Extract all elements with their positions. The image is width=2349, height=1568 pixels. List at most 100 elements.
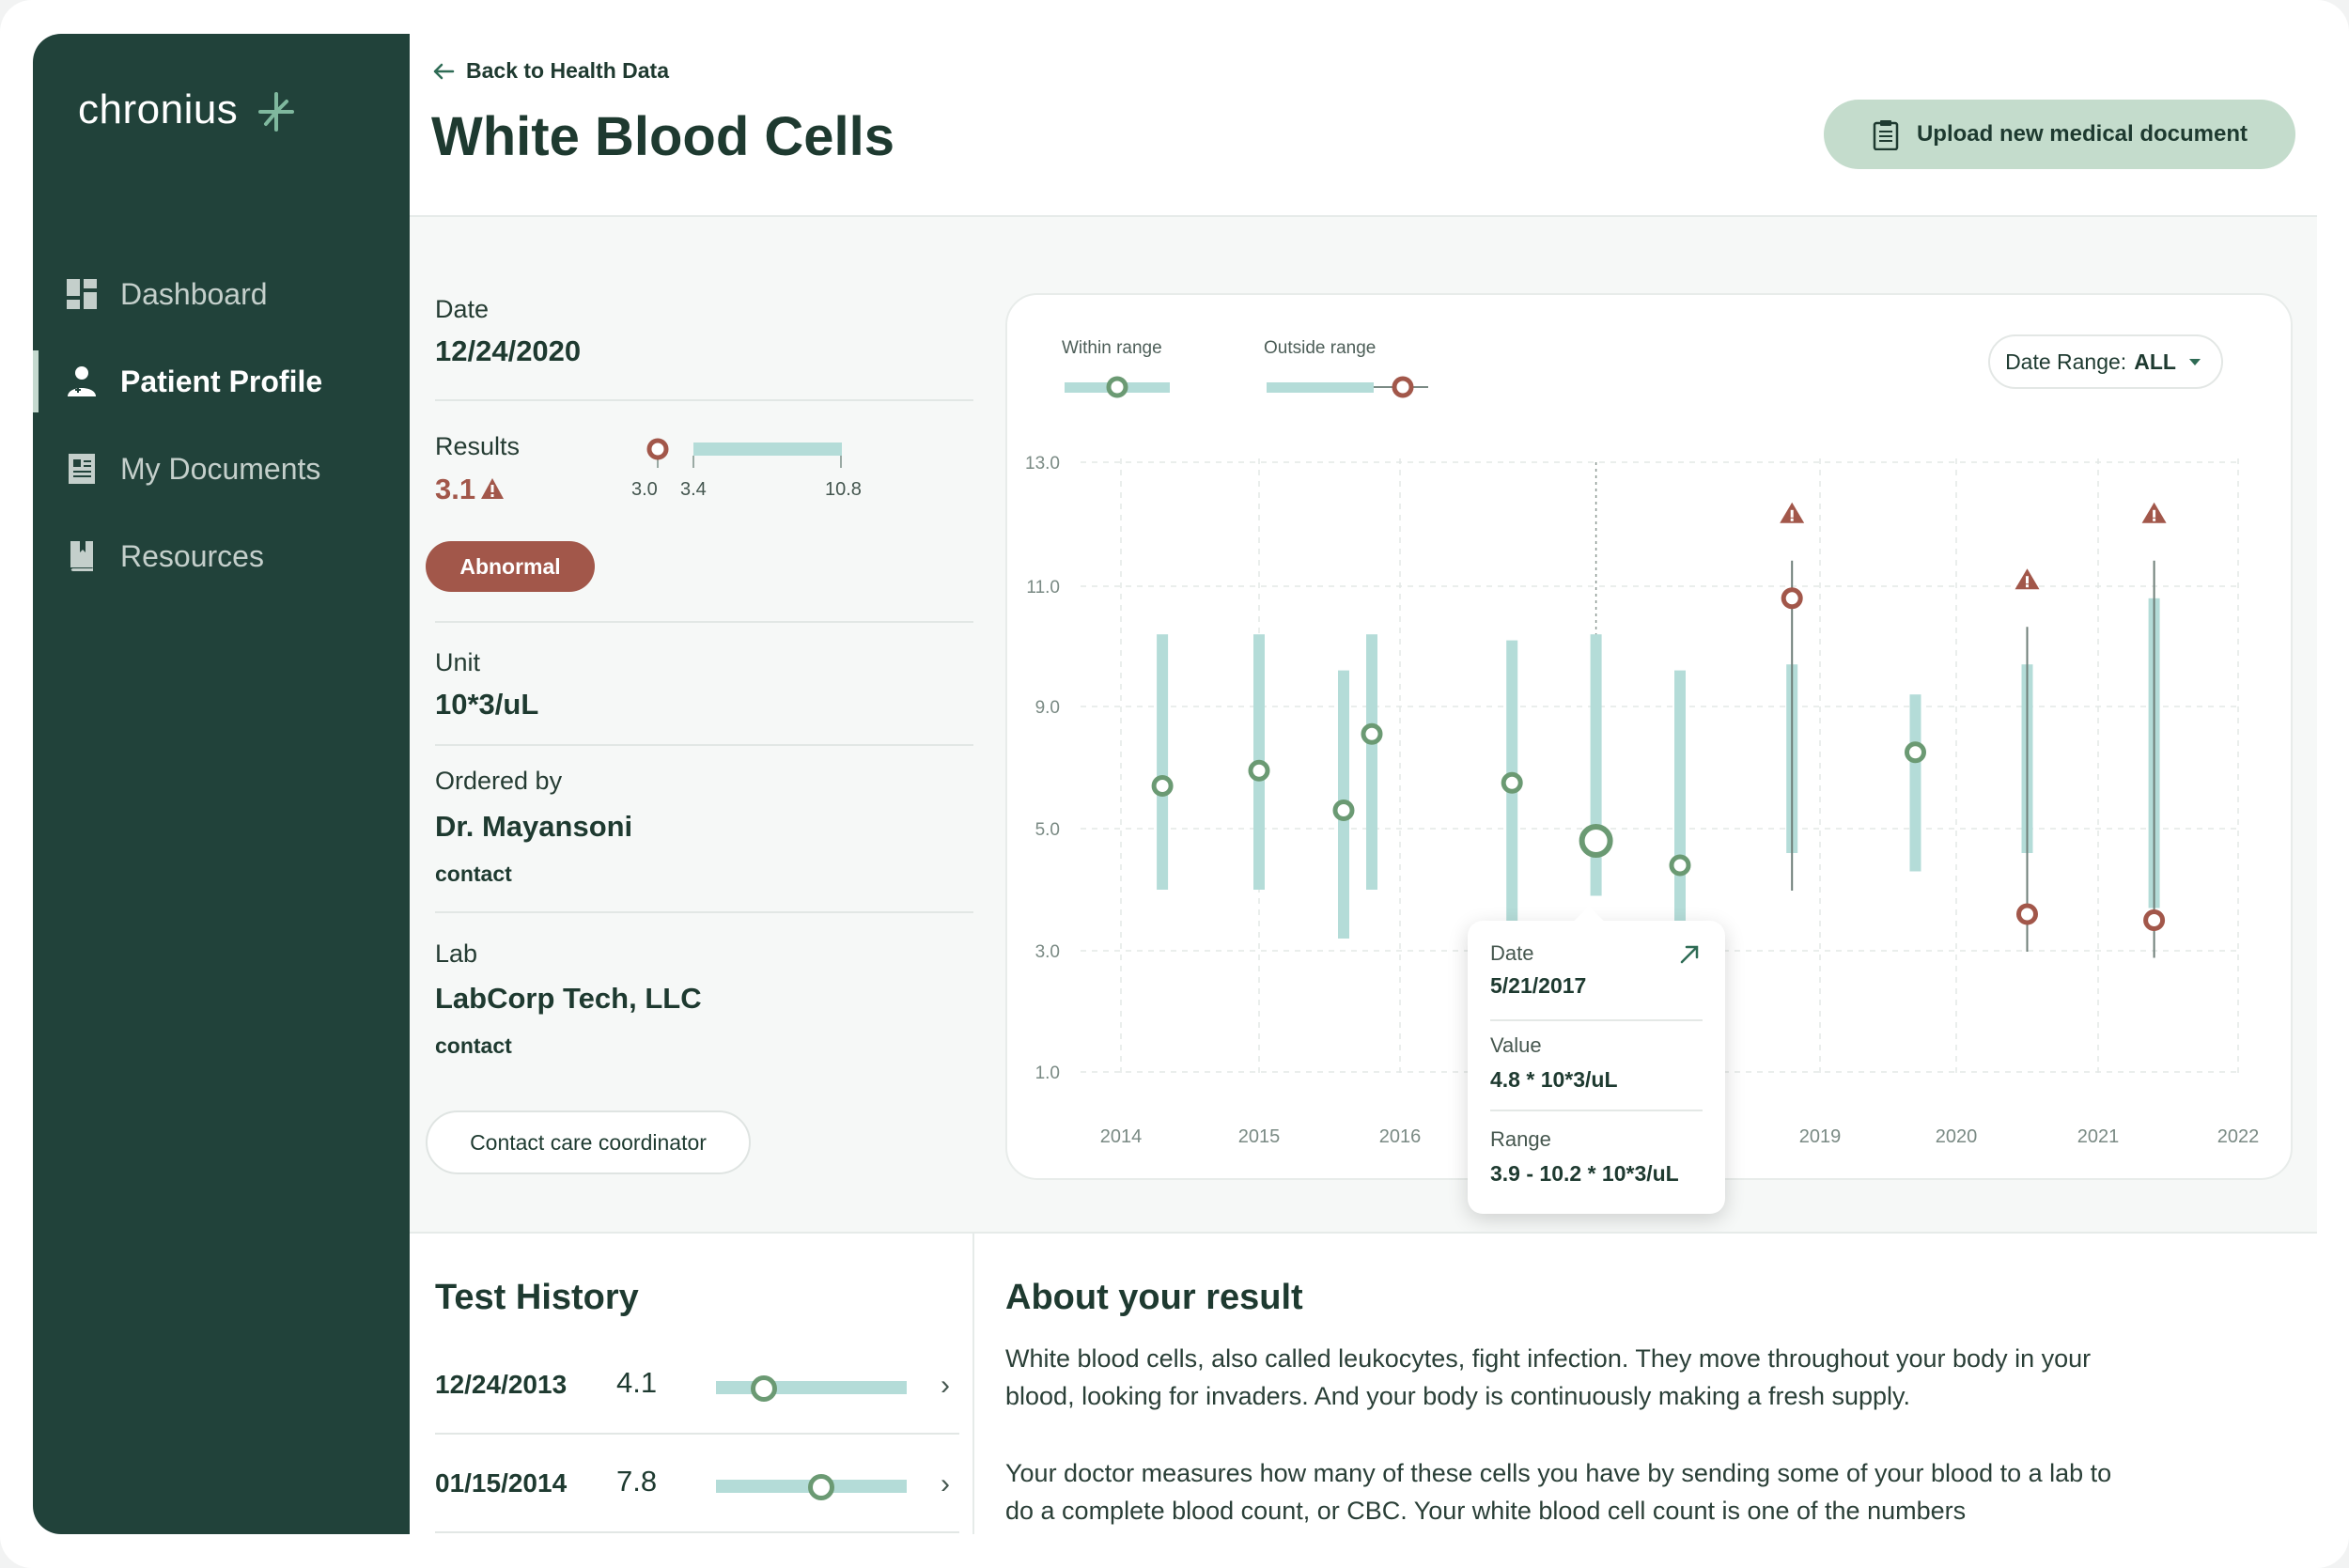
data-point bbox=[1332, 800, 1355, 821]
sidebar-item-label: Resources bbox=[120, 538, 264, 573]
about-section bbox=[974, 1234, 2317, 1534]
about-paragraph: White blood cells, also called leukocyte… bbox=[1005, 1344, 2092, 1410]
range-chart: 13.0 11.0 9.0 5.0 3.0 1.0 2014 2015 2016 2019 2020… bbox=[1025, 454, 2259, 1147]
history-date: 12/24/2013 bbox=[435, 1370, 568, 1399]
legend-outside-dot bbox=[1392, 376, 1414, 398]
legend-swatches bbox=[1065, 376, 1428, 398]
y-tick-label: 5.0 bbox=[1035, 820, 1060, 840]
sidebar-item-dashboard[interactable]: Dashboard bbox=[33, 257, 410, 331]
dashboard-grid-icon bbox=[67, 279, 97, 309]
chevron-right-icon: › bbox=[941, 1370, 950, 1401]
range-bar bbox=[1674, 670, 1686, 945]
history-row[interactable]: 12/24/2013 4.1 › bbox=[435, 1353, 959, 1424]
sidebar: chronius Dashboard Patient Profile bbox=[33, 34, 410, 1534]
divider bbox=[435, 744, 973, 746]
range-bar bbox=[1366, 634, 1377, 890]
section-vertical-divider bbox=[972, 1234, 974, 1534]
tooltip-range-value: 3.9 - 10.2 * 10*3/uL bbox=[1490, 1161, 1679, 1186]
date-range-value: ALL bbox=[2134, 349, 2176, 374]
warning-icon bbox=[481, 478, 504, 499]
y-tick-label: 9.0 bbox=[1035, 698, 1060, 718]
ordered-by-value: Dr. Mayansoni bbox=[435, 810, 633, 843]
date-value: 12/24/2020 bbox=[435, 334, 582, 367]
external-link-icon[interactable] bbox=[1678, 943, 1701, 966]
data-point bbox=[1669, 854, 1691, 877]
y-tick-label: 3.0 bbox=[1035, 942, 1060, 962]
section-divider bbox=[410, 1232, 2317, 1234]
about-paragraph: Your doctor measures how many of these c… bbox=[1005, 1459, 2112, 1525]
history-value: 7.8 bbox=[616, 1465, 658, 1498]
history-row[interactable]: 01/15/2014 7.8 › bbox=[435, 1452, 959, 1523]
range-bar bbox=[1506, 640, 1518, 951]
data-point bbox=[1248, 759, 1270, 782]
scale-high-label: 10.8 bbox=[825, 479, 862, 500]
divider bbox=[435, 399, 973, 401]
lab-label: Lab bbox=[435, 939, 478, 968]
sidebar-item-patient-profile[interactable]: Patient Profile bbox=[33, 345, 410, 418]
test-history-title: Test History bbox=[435, 1278, 639, 1317]
divider bbox=[435, 1433, 959, 1435]
results-label: Results bbox=[435, 432, 521, 460]
data-point bbox=[1579, 824, 1613, 858]
ordered-by-label: Ordered by bbox=[435, 767, 563, 795]
divider bbox=[435, 621, 973, 623]
about-title: About your result bbox=[1005, 1278, 1303, 1317]
status-badge: Abnormal bbox=[426, 541, 595, 592]
documents-icon bbox=[69, 454, 95, 484]
date-range-label: Date Range: bbox=[2005, 349, 2127, 374]
contact-care-coordinator-button[interactable]: Contact care coordinator bbox=[426, 1110, 751, 1174]
back-link[interactable]: Back to Health Data bbox=[432, 58, 669, 84]
arrow-left-icon bbox=[433, 63, 455, 79]
scale-min-label: 3.0 bbox=[631, 479, 658, 500]
data-point bbox=[1151, 775, 1174, 797]
date-range-dropdown[interactable]: Date Range: ALL bbox=[1988, 334, 2223, 389]
tooltip-date-label: Date bbox=[1490, 941, 1534, 965]
tooltip-divider bbox=[1490, 1019, 1703, 1021]
y-tick-label: 11.0 bbox=[1026, 578, 1060, 598]
sidebar-item-my-documents[interactable]: My Documents bbox=[33, 432, 410, 505]
x-tick-label: 2014 bbox=[1100, 1126, 1143, 1147]
results-marker bbox=[646, 438, 669, 460]
x-tick-label: 2021 bbox=[2077, 1126, 2120, 1147]
range-bar bbox=[1157, 634, 1169, 890]
bookmark-book-icon bbox=[70, 541, 93, 571]
chevron-right-icon: › bbox=[941, 1468, 950, 1499]
chart-tooltip: Date 5/21/2017 Value 4.8 * 10*3/uL Range… bbox=[1468, 921, 1725, 1214]
lab-contact-link[interactable]: contact bbox=[435, 1033, 512, 1058]
clipboard-icon bbox=[1873, 120, 1899, 150]
results-value: 3.1 bbox=[435, 473, 476, 505]
x-tick-label: 2015 bbox=[1238, 1126, 1281, 1147]
data-point bbox=[1905, 741, 1926, 764]
y-tick-label: 1.0 bbox=[1035, 1063, 1060, 1083]
tooltip-range-label: Range bbox=[1490, 1127, 1551, 1151]
history-value: 4.1 bbox=[616, 1366, 658, 1399]
header-divider bbox=[410, 215, 2317, 217]
divider bbox=[435, 911, 973, 913]
data-point bbox=[2016, 903, 2038, 925]
tooltip-date-value: 5/21/2017 bbox=[1490, 973, 1587, 998]
upload-document-button[interactable]: Upload new medical document bbox=[1824, 100, 2295, 169]
sparkle-icon bbox=[258, 92, 294, 132]
sidebar-item-label: My Documents bbox=[120, 451, 321, 486]
data-point bbox=[1361, 722, 1383, 745]
legend-within-dot bbox=[1106, 376, 1128, 398]
page-title: White Blood Cells bbox=[431, 106, 894, 167]
results-range-scale bbox=[646, 438, 842, 468]
sidebar-item-label: Patient Profile bbox=[120, 364, 323, 398]
ordered-by-contact-link[interactable]: contact bbox=[435, 862, 512, 886]
sidebar-item-resources[interactable]: Resources bbox=[33, 520, 410, 593]
unit-value: 10*3/uL bbox=[435, 688, 539, 721]
x-tick-label: 2019 bbox=[1799, 1126, 1842, 1147]
legend-within-label: Within range bbox=[1062, 338, 1162, 358]
legend-outside-label: Outside range bbox=[1264, 338, 1377, 358]
logo: chronius bbox=[78, 86, 239, 132]
history-date: 01/15/2014 bbox=[435, 1468, 568, 1498]
x-tick-label: 2016 bbox=[1379, 1126, 1422, 1147]
scale-low-label: 3.4 bbox=[680, 479, 707, 500]
tooltip-divider bbox=[1490, 1110, 1703, 1111]
results-range-bar bbox=[693, 442, 842, 456]
caret-down-icon bbox=[2188, 359, 2201, 365]
lab-value: LabCorp Tech, LLC bbox=[435, 982, 702, 1015]
y-tick-label: 13.0 bbox=[1025, 454, 1060, 474]
date-label: Date bbox=[435, 295, 490, 323]
